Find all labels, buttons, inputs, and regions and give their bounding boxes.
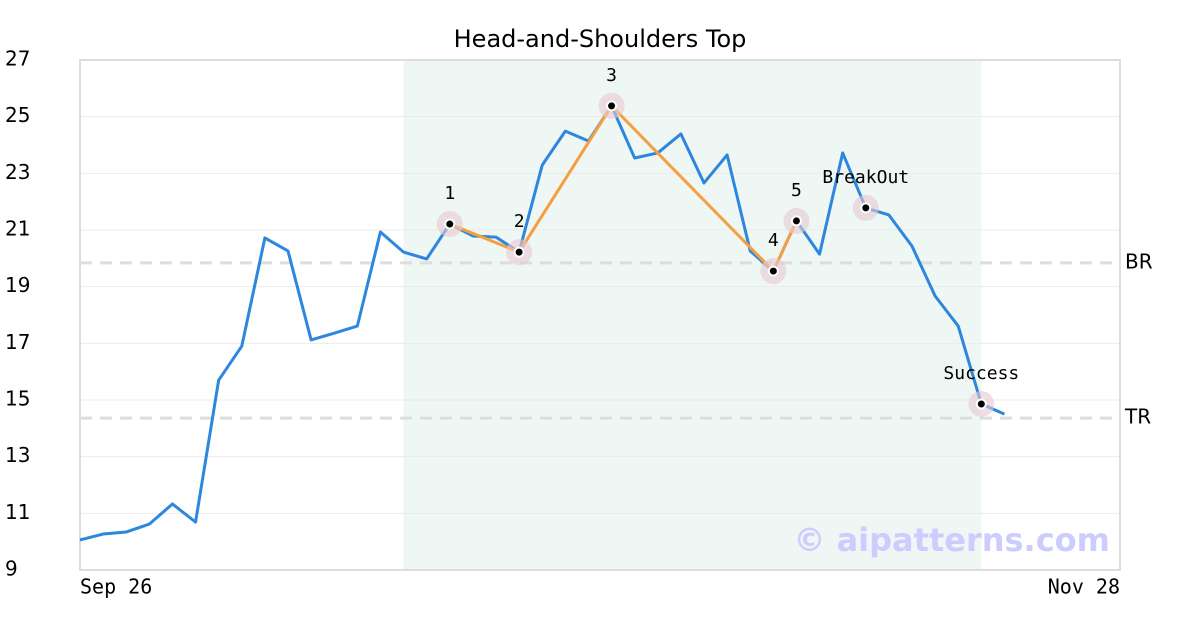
pattern-point-label: 1 xyxy=(444,183,455,204)
event-point xyxy=(860,202,872,214)
level-label: BR xyxy=(1125,249,1153,273)
y-tick-label: 13 xyxy=(5,443,30,467)
level-label: TR xyxy=(1124,405,1151,429)
y-tick-label: 25 xyxy=(5,103,30,127)
pattern-point-label: 4 xyxy=(768,230,779,251)
chart-title: Head-and-Shoulders Top xyxy=(454,25,747,53)
pattern-point-label: 2 xyxy=(514,211,525,232)
pattern-point-label: 3 xyxy=(606,65,617,86)
y-tick-label: 23 xyxy=(5,160,30,184)
y-tick-label: 27 xyxy=(5,47,30,71)
y-tick-label: 15 xyxy=(5,387,30,411)
plot-frame xyxy=(79,59,1121,571)
event-point xyxy=(975,398,987,410)
pattern-region xyxy=(403,60,982,570)
pattern-point xyxy=(513,246,525,258)
x-tick-label: Nov 28 xyxy=(1048,575,1120,599)
event-point-label: BreakOut xyxy=(822,167,909,188)
y-tick-label: 9 xyxy=(5,557,18,581)
x-tick-label: Sep 26 xyxy=(80,575,152,599)
y-tick-label: 11 xyxy=(5,500,30,524)
event-point-label: Success xyxy=(943,363,1019,384)
y-tick-label: 19 xyxy=(5,273,30,297)
price-line xyxy=(79,104,1006,542)
watermark: © aipatterns.com xyxy=(793,521,1110,559)
pattern-point xyxy=(606,100,618,112)
pattern-point xyxy=(444,218,456,230)
y-tick-label: 17 xyxy=(5,330,30,354)
y-tick-label: 21 xyxy=(5,217,30,241)
pattern-point-label: 5 xyxy=(791,180,802,201)
pattern-point xyxy=(767,265,779,277)
pattern-point xyxy=(790,215,802,227)
